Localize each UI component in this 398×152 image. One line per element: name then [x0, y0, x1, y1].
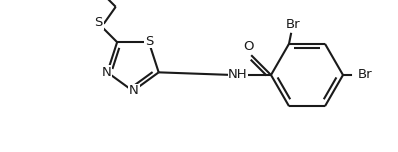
Text: N: N — [101, 66, 111, 79]
Text: NH: NH — [228, 69, 248, 81]
Text: O: O — [243, 40, 254, 53]
Text: S: S — [145, 35, 153, 48]
Text: N: N — [129, 85, 139, 97]
Text: Br: Br — [358, 69, 372, 81]
Text: Br: Br — [286, 18, 300, 31]
Text: S: S — [95, 16, 103, 29]
